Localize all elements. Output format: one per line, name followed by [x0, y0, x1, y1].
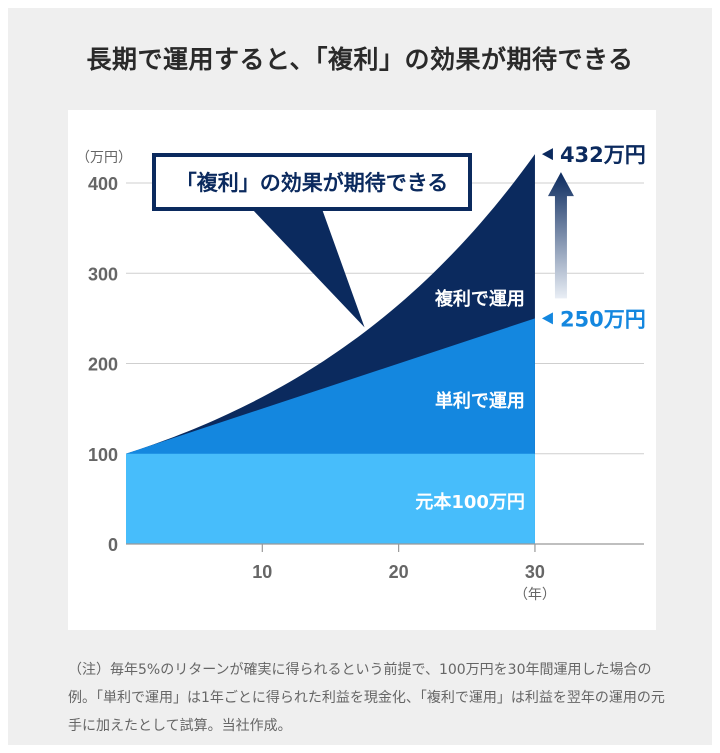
series-label-compound: 複利で運用 — [434, 288, 525, 310]
y-tick-label: 0 — [108, 535, 118, 555]
end-value-label: 250万円 — [560, 307, 646, 331]
chart-title: 長期で運用すると、「複利」の効果が期待できる — [86, 45, 634, 74]
y-unit-label: （万円） — [76, 150, 132, 166]
area-chart: 0 100 200 300 400 10 20 30 （万円） （年） 複利で運用単利で運用元本1… — [76, 143, 646, 603]
series-label-principal: 元本100万円 — [415, 491, 525, 513]
end-marker — [541, 312, 553, 325]
chart-panel: 0 100 200 300 400 10 20 30 （万円） （年） 複利で運用単利で運用元本1… — [68, 110, 656, 630]
y-tick-label: 400 — [88, 174, 118, 194]
callout-text: 「複利」の効果が期待できる — [176, 171, 449, 195]
end-value-label: 432万円 — [560, 143, 646, 167]
area-principal — [126, 453, 535, 544]
x-tick-label: 30 — [525, 562, 545, 582]
y-tick-label: 100 — [88, 445, 118, 465]
x-unit-label: （年） — [514, 587, 556, 603]
series-label-simple: 単利で運用 — [435, 390, 525, 412]
end-marker — [541, 148, 553, 161]
callout-box — [156, 157, 468, 207]
y-tick-label: 200 — [88, 355, 118, 375]
y-tick-label: 300 — [88, 264, 118, 284]
callout-pointer — [252, 209, 365, 328]
x-tick-label: 20 — [389, 562, 409, 582]
increase-arrow — [547, 172, 574, 299]
footnote: （注）毎年5%のリターンが確実に得られるという前提で、100万円を30年間運用し… — [68, 662, 665, 734]
x-tick-label: 10 — [252, 562, 272, 582]
